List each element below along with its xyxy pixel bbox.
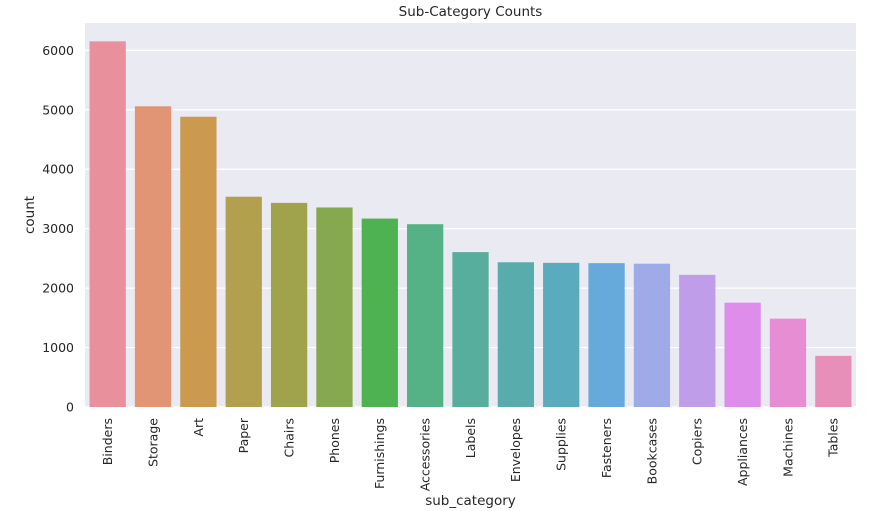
y-tick-label: 4000 (42, 162, 74, 177)
bar-fasteners (588, 263, 625, 407)
bar-phones (316, 207, 353, 407)
y-tick-label: 6000 (42, 43, 74, 58)
x-tick-label-furnishings: Furnishings (372, 418, 387, 489)
x-tick-label-labels: Labels (463, 418, 478, 458)
bar-furnishings (361, 218, 398, 407)
bar-tables (815, 355, 852, 407)
y-axis-title: count (22, 196, 38, 234)
bar-bookcases (633, 263, 671, 407)
chart-title: Sub-Category Counts (399, 4, 543, 20)
x-tick-label-tables: Tables (826, 418, 841, 458)
y-tick-label: 3000 (42, 221, 74, 236)
x-tick-labels: Binders Storage Art Paper Chairs Phones Furnis… (100, 417, 841, 491)
x-tick-label-copiers: Copiers (690, 418, 705, 465)
x-tick-label-envelopes: Envelopes (508, 418, 523, 482)
x-tick-label-supplies: Supplies (554, 418, 569, 471)
bar-copiers (679, 274, 716, 407)
x-axis-title: sub_category (425, 493, 516, 509)
x-tick-label-fasteners: Fasteners (599, 418, 614, 478)
bar-binders (89, 41, 126, 408)
y-tick-label: 0 (66, 400, 74, 415)
bars (89, 41, 852, 408)
bar-supplies (543, 262, 580, 407)
y-tick-labels: 0 1000 2000 3000 4000 5000 6000 (42, 43, 74, 415)
x-tick-label-storage: Storage (145, 418, 160, 467)
bar-storage (134, 106, 172, 407)
bar-appliances (724, 302, 761, 407)
x-tick-label-paper: Paper (236, 417, 251, 453)
x-tick-label-bookcases: Bookcases (644, 418, 659, 484)
bar-accessories (407, 224, 444, 407)
y-tick-label: 2000 (42, 281, 74, 296)
x-tick-label-chairs: Chairs (281, 418, 296, 457)
y-tick-label: 5000 (42, 102, 74, 117)
bar-machines (769, 318, 807, 407)
x-tick-label-appliances: Appliances (735, 418, 750, 486)
x-tick-label-art: Art (191, 418, 206, 437)
x-tick-label-machines: Machines (780, 418, 795, 477)
bar-art (180, 116, 217, 407)
bar-envelopes (497, 262, 534, 407)
x-tick-label-binders: Binders (100, 418, 115, 465)
bar-chairs (270, 202, 308, 407)
x-tick-label-accessories: Accessories (418, 418, 433, 491)
x-tick-label-phones: Phones (327, 418, 342, 463)
bar-labels (452, 252, 489, 407)
bar-paper (225, 196, 262, 407)
y-tick-label: 1000 (42, 340, 74, 355)
